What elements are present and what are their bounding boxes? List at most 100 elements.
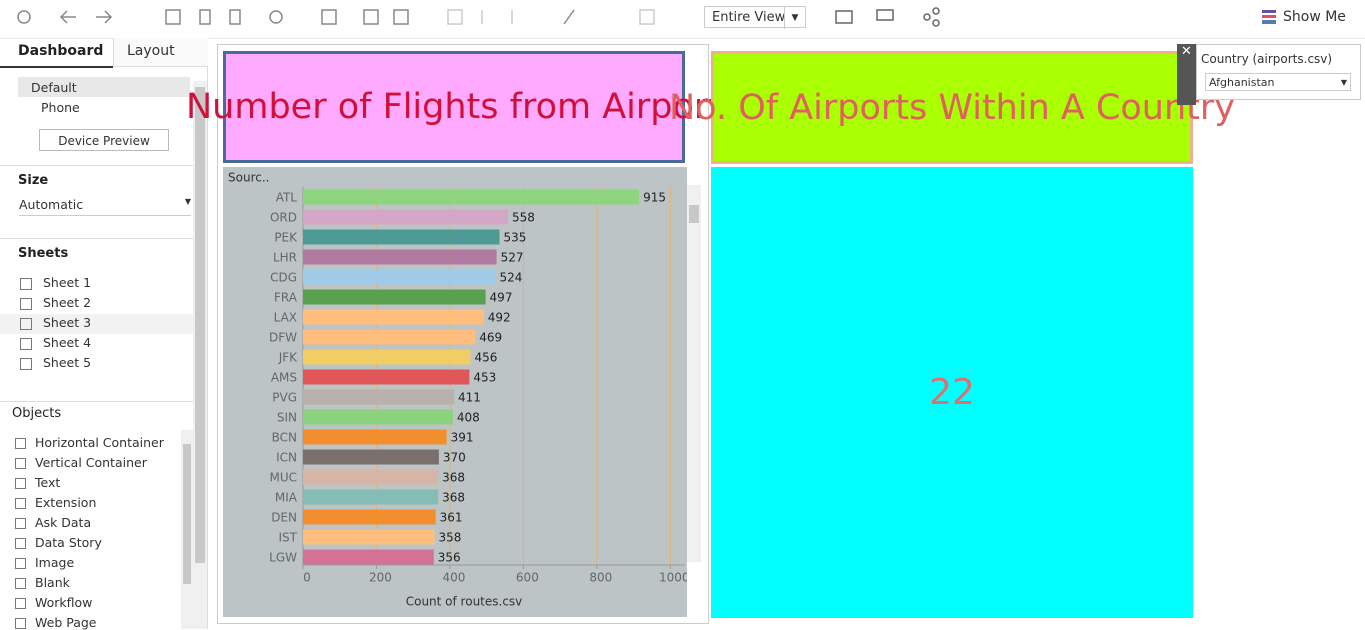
x-tick-label: 200 (369, 571, 392, 585)
y-tick-label: SIN (277, 411, 297, 425)
object[interactable]: Vertical Container (35, 455, 147, 470)
y-tick-label: AMS (271, 371, 297, 385)
size-value: Automatic (19, 197, 84, 212)
value-label: 391 (451, 431, 474, 445)
x-tick-label: 800 (589, 571, 612, 585)
object-icon[interactable] (15, 618, 26, 629)
view-dropdown[interactable]: Entire View ▼ (704, 6, 806, 29)
sheet-icon[interactable] (20, 278, 32, 290)
value-label: 524 (499, 271, 522, 285)
value-label: 408 (457, 411, 480, 425)
object-icon[interactable] (15, 598, 26, 609)
value-label: 411 (458, 391, 481, 405)
object[interactable]: Data Story (35, 535, 102, 550)
title-right: No. Of Airports Within A Country (669, 51, 1235, 164)
y-tick-label: MIA (275, 491, 298, 505)
sheet-highlight[interactable] (0, 314, 193, 334)
bar (303, 369, 470, 385)
toolbar-icons-2 (835, 9, 894, 24)
x-tick-label: 0 (303, 571, 311, 585)
sheet[interactable]: Sheet 1 (43, 275, 92, 290)
object-icon[interactable] (15, 478, 26, 489)
toolbar-icons (17, 9, 655, 25)
x-tick-label: 400 (442, 571, 465, 585)
x-tick-label: 1000 (659, 571, 687, 585)
value-label: 456 (474, 351, 497, 365)
filter-controls[interactable]: ✕ (1177, 44, 1196, 105)
sheet[interactable]: Sheet 3 (43, 315, 92, 330)
bar (303, 349, 471, 365)
value-label: 453 (473, 371, 496, 385)
y-tick-label: ICN (276, 451, 297, 465)
bar (303, 509, 436, 525)
bar (303, 389, 454, 405)
y-tick-label: DFW (269, 331, 297, 345)
chart-header: Sourc.. (228, 171, 269, 185)
bar (303, 469, 439, 485)
object-icon[interactable] (15, 538, 26, 549)
object[interactable]: Blank (35, 575, 70, 590)
object[interactable]: Ask Data (35, 515, 92, 530)
object[interactable]: Extension (35, 495, 97, 510)
sheet-icon[interactable] (20, 298, 32, 310)
sheet-icon[interactable] (20, 358, 32, 370)
bar (303, 309, 484, 325)
tab-dashboard[interactable]: Dashboard (18, 43, 104, 59)
value-label: 915 (643, 191, 666, 205)
title-left: Number of Flights from Airport (186, 51, 722, 163)
bar (303, 489, 439, 505)
object-icon[interactable] (15, 558, 26, 569)
y-tick-label: ORD (270, 211, 297, 225)
object-icon[interactable] (15, 498, 26, 509)
y-tick-label: ATL (276, 191, 298, 205)
sheet[interactable]: Sheet 5 (43, 355, 92, 370)
object-icon[interactable] (15, 518, 26, 529)
filter-dropdown[interactable]: Afghanistan ▼ (1205, 73, 1351, 91)
count-panel: 22 (711, 167, 1193, 618)
bar (303, 429, 447, 445)
sheet-icon[interactable] (20, 318, 32, 330)
device[interactable]: Phone (41, 100, 80, 115)
object[interactable]: Image (35, 555, 75, 570)
size-heading: Size (18, 173, 49, 188)
value-label: 527 (501, 251, 524, 265)
airport-count: 22 (929, 372, 975, 413)
sheet[interactable]: Sheet 2 (43, 295, 92, 310)
value-label: 361 (440, 511, 463, 525)
y-tick-label: LAX (274, 311, 297, 325)
size-select[interactable]: Automatic ▼ (19, 197, 191, 216)
sheet[interactable]: Sheet 4 (43, 335, 92, 350)
chart-scrollbar[interactable] (687, 185, 701, 562)
value-label: 492 (488, 311, 511, 325)
bar (303, 329, 476, 345)
value-label: 469 (479, 331, 502, 345)
bar (303, 409, 453, 425)
y-tick-label: LGW (269, 551, 297, 565)
object[interactable]: Workflow (35, 595, 93, 610)
value-label: 535 (504, 231, 527, 245)
device[interactable]: Default (31, 80, 77, 95)
bar-chart: Sourc.. 0 200 400 600 800 1000 Count of routes.… (223, 167, 687, 617)
device-preview[interactable]: Device Preview (39, 129, 169, 151)
sidebar: Dashboard Layout Default Phone Device Pr… (0, 38, 208, 630)
y-tick-label: JFK (278, 351, 298, 365)
value-label: 370 (443, 451, 466, 465)
object-icon[interactable] (15, 458, 26, 469)
object[interactable]: Web Page (35, 615, 97, 630)
sheet-icon[interactable] (20, 338, 32, 350)
object[interactable]: Text (35, 475, 61, 490)
tab-layout[interactable]: Layout (127, 43, 175, 59)
object-icon[interactable] (15, 438, 26, 449)
bar (303, 529, 435, 545)
object[interactable]: Horizontal Container (35, 435, 164, 450)
object-icon[interactable] (15, 578, 26, 589)
show-me[interactable]: Show Me (1283, 9, 1346, 25)
share-icon[interactable] (922, 0, 942, 38)
bar (303, 449, 439, 465)
value-label: 368 (442, 491, 465, 505)
y-tick-label: DEN (271, 511, 297, 525)
filter-value: Afghanistan (1209, 76, 1275, 89)
show-me-icon (1262, 10, 1276, 24)
value-label: 356 (438, 551, 461, 565)
